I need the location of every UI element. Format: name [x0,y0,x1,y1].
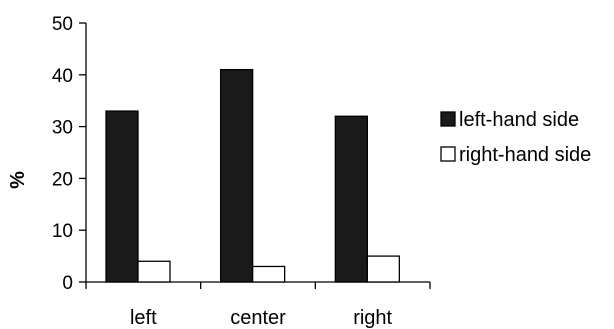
bar-center-left-hand-side [220,68,254,283]
x-axis-labels: left center right [130,307,393,329]
y-axis-ticks: 0 10 20 30 40 50 [52,14,86,294]
y-tick-label: 10 [52,221,73,242]
bar-right-right-hand-side [366,255,400,283]
y-tick-label: 50 [52,14,73,35]
bar-left-left-hand-side [105,110,139,283]
y-tick-label: 0 [62,273,73,294]
bar-left-right-hand-side [137,260,171,283]
y-tick-label: 30 [52,118,73,139]
y-axis-label: % [7,171,29,189]
legend: left-hand side right-hand side [440,109,591,166]
y-tick-label: 40 [52,66,73,87]
legend-swatch [440,111,456,127]
x-category-label: left [130,307,157,329]
bar-center-right-hand-side [252,265,286,283]
legend-label: left-hand side [459,109,579,131]
bars [105,68,400,283]
x-category-label: center [230,307,286,329]
bar-right-left-hand-side [334,115,368,283]
x-category-label: right [353,307,392,329]
y-tick-label: 20 [52,169,73,190]
legend-swatch [440,146,456,162]
legend-label: right-hand side [459,144,591,166]
